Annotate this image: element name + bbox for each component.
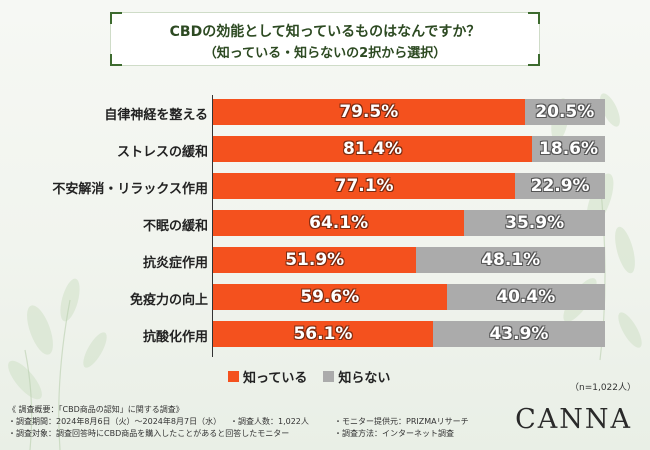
value-label-unknown: 20.5%: [535, 102, 595, 122]
footer-method: ・調査方法：インターネット調査: [334, 429, 454, 438]
value-label-known: 51.9%: [285, 250, 345, 270]
chart-title: CBDの効能として知っているものはなんですか？: [169, 24, 481, 40]
bar-unknown: [515, 173, 605, 199]
category-label: 不安解消・リラックス作用: [52, 182, 208, 197]
value-label-known: 77.1%: [334, 176, 394, 196]
bar-known: [213, 284, 447, 310]
footer-respondents: ・調査人数：1,022人: [230, 417, 309, 426]
category-label: 自律神経を整える: [104, 108, 208, 123]
value-label-known: 64.1%: [309, 213, 369, 233]
bar-unknown: [532, 136, 605, 162]
value-label-known: 81.4%: [343, 139, 403, 159]
chart-subtitle: （知っている・知らないの2択から選択）: [203, 46, 447, 61]
legend-item-unknown: 知らない: [323, 367, 390, 386]
value-label-unknown: 43.9%: [489, 324, 549, 344]
legend-item-known: 知っている: [228, 367, 307, 386]
legend-label-unknown: 知らない: [338, 371, 391, 386]
bar-unknown: [416, 247, 605, 273]
footer-provider: ・モニター提供元：PRIZMAリサーチ: [334, 417, 469, 426]
legend: 知っている 知らない: [228, 367, 406, 386]
value-label-known: 59.6%: [300, 287, 360, 307]
bar-unknown: [464, 210, 605, 236]
category-label: ストレスの緩和: [116, 145, 208, 160]
bar-known: [213, 247, 417, 273]
bar-unknown: [524, 99, 605, 125]
category-label: 免疫力の向上: [129, 293, 208, 308]
legend-swatch-unknown: [323, 371, 335, 382]
value-label-unknown: 40.4%: [496, 287, 556, 307]
category-label: 抗酸化作用: [142, 330, 208, 345]
footer-target: ・調査対象：調査回答時にCBD商品を購入したことがあると回答したモニター: [8, 429, 290, 438]
chart-title-box: CBDの効能として知っているものはなんですか？ （知っている・知らないの2択から…: [110, 12, 540, 66]
value-label-known: 79.5%: [339, 102, 399, 122]
bar-known: [213, 99, 525, 125]
sample-size-note: （n=1,022人）: [569, 383, 636, 393]
bar-unknown: [446, 284, 605, 310]
footer-heading: 《 調査概要：「CBD商品の認知」に関する調査》: [8, 405, 184, 414]
value-label-unknown: 18.6%: [539, 139, 599, 159]
value-label-known: 56.1%: [293, 324, 353, 344]
category-label: 不眠の緩和: [142, 219, 208, 234]
value-label-unknown: 48.1%: [481, 250, 541, 270]
brand-logo: CANNA: [515, 404, 632, 435]
value-label-unknown: 22.9%: [530, 176, 590, 196]
legend-label-known: 知っている: [243, 371, 308, 386]
value-label-unknown: 35.9%: [505, 213, 565, 233]
bar-known: [213, 136, 533, 162]
footer-period: ・調査期間：2024年8月6日（火）〜2024年8月7日（水）: [8, 417, 222, 426]
bar-known: [213, 210, 465, 236]
legend-swatch-known: [228, 371, 239, 382]
bar-known: [213, 321, 433, 347]
bar-known: [213, 173, 516, 199]
category-label: 抗炎症作用: [142, 256, 208, 271]
bar-unknown: [432, 321, 605, 347]
y-axis-line: [212, 95, 213, 357]
